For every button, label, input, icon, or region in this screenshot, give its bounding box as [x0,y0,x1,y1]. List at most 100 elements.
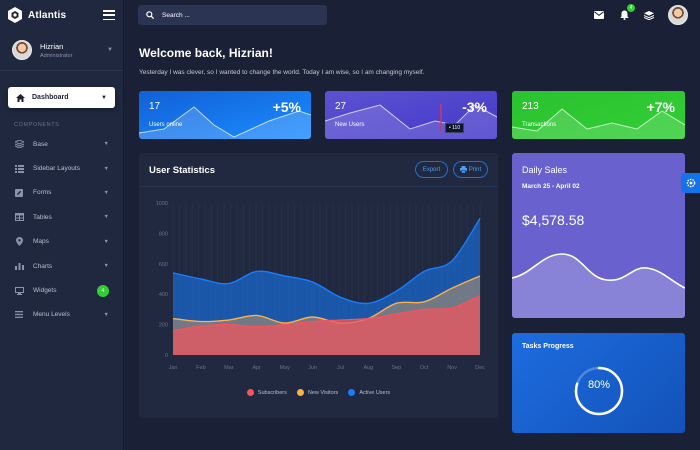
bars-icon [14,311,24,319]
x-tick-label: Jul [337,365,344,371]
envelope-icon [594,11,604,19]
section-label: COMPONENTS [14,122,60,128]
gear-icon [686,178,695,188]
tasks-progress-ring [574,366,624,416]
stat-change: +5% [272,99,301,115]
menu-toggle-icon[interactable] [103,10,115,20]
atlantis-logo-icon[interactable] [8,7,22,23]
sidebar-item-label: Maps [33,238,49,246]
print-button[interactable]: Print [453,161,488,178]
y-tick-label: 600 [159,262,168,268]
x-tick-label: Sep [391,365,401,371]
map-marker-icon [14,237,24,247]
series-line-subscribers [172,295,481,332]
page-subtitle: Yesterday I was clever, so I wanted to c… [139,69,425,76]
notifications-button[interactable]: 4 [617,4,635,22]
card-title: User Statistics [149,165,216,176]
transactions-sparkline [512,91,685,139]
chart-tooltip: • 110 [445,123,465,133]
brand-name[interactable]: Atlantis [28,9,67,21]
sidebar-item-maps[interactable]: Maps ▼ [0,230,123,254]
quick-actions-button[interactable] [642,8,656,22]
search-box[interactable] [138,5,327,25]
y-tick-label: 200 [159,323,168,329]
sidebar-item-label: Charts [33,262,53,270]
user-profile[interactable]: Hizrian Administrator ▼ [0,30,123,71]
legend-subscribers[interactable]: Subscribers [246,389,287,396]
stat-card-new-users[interactable]: 27 -3% New Users [325,91,497,139]
tasks-percent: 80% [587,379,611,391]
layers-icon [14,140,24,149]
sidebar-item-base[interactable]: Base ▼ [0,132,123,156]
caret-down-icon: ▼ [103,263,109,270]
notification-count-badge: 4 [627,4,635,12]
legend-active-users[interactable]: Active Users [348,389,390,396]
user-role: Administrator [40,52,73,59]
sidebar-item-widgets[interactable]: Widgets 4 [0,278,123,302]
users-online-sparkline [139,91,311,139]
sidebar-item-label: Base [33,140,48,148]
stat-value: 17 [149,101,161,112]
x-tick-label: Oct [420,365,429,371]
x-tick-label: Mar [224,365,234,371]
series-area-subscribers [173,295,480,355]
settings-button[interactable] [681,173,700,193]
sidebar-item-menu-levels[interactable]: Menu Levels ▼ [0,303,123,327]
sidebar-item-label: Tables [33,213,52,221]
x-tick-label: Apr [252,365,261,371]
topbar: 4 [124,0,700,30]
stat-change: +7% [646,99,675,115]
caret-down-icon: ▼ [101,94,107,101]
x-tick-label: Jun [308,365,317,371]
chevron-down-icon[interactable]: ▼ [107,47,113,53]
stat-card-users-online[interactable]: 17 +5% Users online [139,91,311,139]
series-line-active-users [172,217,481,305]
stat-value: 213 [522,101,539,112]
table-icon [14,213,24,222]
caret-down-icon: ▼ [103,165,109,172]
sidebar-item-forms[interactable]: Forms ▼ [0,181,123,205]
legend-label: Subscribers [257,389,287,396]
legend-label: Active Users [359,389,391,396]
date-range: March 25 - April 02 [522,183,580,190]
widgets-count-badge: 4 [97,284,109,297]
th-list-icon [14,164,24,173]
stat-card-transactions[interactable]: 213 +7% Transactions [512,91,685,139]
export-label: Export [422,166,441,173]
sidebar-item-sidebar-layouts[interactable]: Sidebar Layouts ▼ [0,156,123,180]
topbar-icons: 4 [581,4,700,25]
hover-marker [440,104,442,132]
sidebar-item-label: Sidebar Layouts [33,165,80,173]
sidebar-item-charts[interactable]: Charts ▼ [0,254,123,278]
stat-value: 27 [335,101,347,112]
pen-square-icon [14,188,24,197]
messages-button[interactable] [592,8,606,22]
series-line-new-visitors [172,275,481,324]
y-tick-label: 0 [165,353,168,359]
new-users-sparkline [325,91,497,139]
card-title: Daily Sales [522,165,568,175]
x-tick-label: Dec [475,365,485,371]
stat-label: Users online [149,122,183,128]
avatar[interactable] [12,40,32,60]
export-button[interactable]: Export [415,161,448,178]
sidebar-item-tables[interactable]: Tables ▼ [0,205,123,229]
sidebar-item-label: Dashboard [32,94,69,101]
print-label: Print [468,166,482,173]
user-name: Hizrian [40,41,64,51]
x-tick-label: May [279,365,290,371]
legend-new-visitors[interactable]: New Visitors [296,389,338,396]
brand: Atlantis [0,0,123,30]
sidebar-item-dashboard[interactable]: Dashboard ▼ [8,87,115,108]
user-statistics-chart: 0 200 400 600 800 1000 Jan Feb Mar Apr May Jun Jul Au… [156,201,485,371]
chart-legend: Subscribers New Visitors Active Users [139,389,498,396]
search-icon[interactable] [146,11,154,19]
stat-label: New Users [335,122,365,128]
daily-sales-card: Daily Sales March 25 - April 02 $4,578.5… [512,153,685,318]
user-avatar-menu[interactable] [668,5,688,25]
x-tick-label: Aug [363,365,373,371]
chart-bar-icon [14,262,24,271]
print-icon [459,166,467,173]
x-tick-label: Nov [447,365,457,371]
search-input[interactable] [162,11,312,19]
